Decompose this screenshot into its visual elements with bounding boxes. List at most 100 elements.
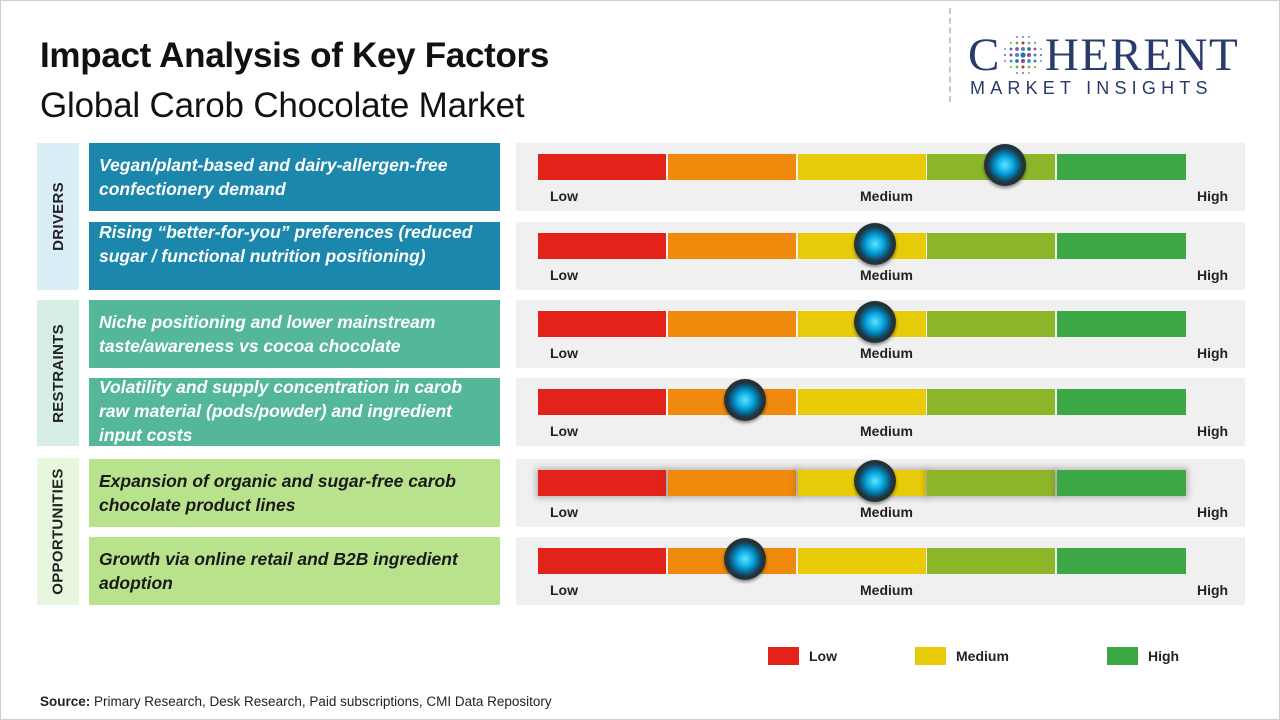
gauge-label-medium: Medium — [860, 345, 913, 361]
logo-dot — [1021, 72, 1024, 74]
gauge-segment — [927, 389, 1055, 415]
logo-dot — [1020, 58, 1025, 64]
logo-dot — [1026, 52, 1031, 58]
source-note: Source: Primary Research, Desk Research,… — [40, 694, 552, 709]
factor-label: Vegan/plant-based and dairy-allergen-fre… — [99, 155, 448, 199]
factor-box: Volatility and supply concentration in c… — [89, 378, 500, 446]
logo-dot — [1015, 47, 1019, 51]
logo-dot — [1033, 47, 1037, 51]
logo-dot — [1014, 52, 1019, 58]
gauge-label-low: Low — [550, 188, 578, 204]
category-opportunities: OPPORTUNITIES — [37, 458, 79, 605]
logo-dot — [1027, 65, 1031, 69]
gauge-segment — [538, 311, 666, 337]
logo-wordmark: C HERENT — [968, 30, 1239, 80]
logo-tagline: MARKET INSIGHTS — [970, 78, 1213, 98]
gauge-segment — [1057, 389, 1186, 415]
logo-dot — [1009, 65, 1012, 69]
gauge-segment — [798, 389, 926, 415]
gauge-segment — [668, 154, 796, 180]
logo-dot — [1003, 48, 1006, 50]
logo-dot — [1027, 36, 1030, 38]
gauge-segment — [798, 548, 926, 574]
gauge-label-low: Low — [550, 267, 578, 283]
factor-box: Expansion of organic and sugar-free caro… — [89, 459, 500, 527]
gauge-indicator-knob — [724, 379, 767, 421]
gauge-label-low: Low — [550, 423, 578, 439]
logo-dot — [1027, 41, 1031, 45]
gauge-segment — [538, 154, 666, 180]
legend-swatch — [1107, 647, 1138, 665]
logo-dot — [1015, 59, 1019, 63]
factor-label: Growth via online retail and B2B ingredi… — [99, 549, 458, 593]
gauge-label-medium: Medium — [860, 423, 913, 439]
legend-swatch — [915, 647, 946, 665]
logo-dot — [1003, 60, 1006, 62]
impact-gauge: Low Medium High — [516, 143, 1245, 211]
category-label: OPPORTUNITIES — [49, 468, 67, 595]
company-logo: C HERENT MARKET INSIGHTS — [968, 30, 1260, 100]
page-subtitle: Global Carob Chocolate Market — [40, 86, 525, 125]
gauge-label-high: High — [1197, 504, 1229, 520]
gauge-segment — [927, 548, 1055, 574]
logo-dot — [1003, 54, 1006, 56]
logo-dot — [1039, 48, 1042, 50]
logo-dot — [1015, 41, 1019, 45]
gauge-indicator-knob — [724, 538, 767, 580]
gauge-label-low: Low — [550, 504, 578, 520]
logo-dot — [1015, 65, 1019, 69]
impact-gauge: Low Medium High — [516, 222, 1245, 290]
source-prefix: Source: — [40, 694, 91, 709]
factor-box: Vegan/plant-based and dairy-allergen-fre… — [89, 143, 500, 211]
logo-dot — [1021, 65, 1025, 69]
gauge-label-high: High — [1197, 582, 1229, 598]
logo-dot — [1009, 59, 1013, 63]
impact-gauge: Low Medium High — [516, 537, 1245, 605]
gauge-segment — [798, 154, 926, 180]
gauge-segment — [538, 470, 666, 496]
gauge-indicator-knob — [853, 460, 896, 502]
logo-dot — [1021, 41, 1025, 45]
category-drivers: DRIVERS — [37, 143, 79, 290]
factor-box: Growth via online retail and B2B ingredi… — [89, 537, 500, 605]
page-title: Impact Analysis of Key Factors — [40, 36, 550, 75]
gauge-label-medium: Medium — [860, 267, 913, 283]
impact-gauge: Low Medium High — [516, 459, 1245, 527]
legend-label: High — [1148, 648, 1180, 664]
logo-dot — [1027, 47, 1031, 51]
logo-dot — [1039, 60, 1042, 62]
gauge-segment — [1057, 470, 1186, 496]
factor-label: Rising “better-for-you” preferences (red… — [99, 222, 473, 266]
legend-label: Low — [809, 648, 837, 664]
gauge-label-high: High — [1197, 423, 1229, 439]
logo-letter-c: C — [968, 29, 1001, 81]
gauge-segment — [927, 470, 1055, 496]
impact-gauge: Low Medium High — [516, 300, 1245, 368]
logo-dot — [1009, 41, 1012, 45]
legend-label: Medium — [956, 648, 1009, 664]
factor-label: Expansion of organic and sugar-free caro… — [99, 471, 456, 515]
gauge-segment — [1057, 311, 1186, 337]
header-divider — [949, 8, 951, 102]
logo-dot — [1015, 36, 1018, 38]
gauge-segment — [927, 311, 1055, 337]
gauge-segment — [538, 389, 666, 415]
gauge-label-high: High — [1197, 188, 1229, 204]
legend-item-medium: Medium — [915, 647, 1009, 665]
gauge-label-medium: Medium — [860, 504, 913, 520]
logo-dot — [1033, 41, 1036, 45]
impact-gauge: Low Medium High — [516, 378, 1245, 446]
logo-dot — [1021, 36, 1024, 38]
gauge-segment — [668, 311, 796, 337]
gauge-segment — [668, 470, 796, 496]
category-label: DRIVERS — [49, 182, 67, 251]
gauge-label-medium: Medium — [860, 582, 913, 598]
gauge-segment — [538, 548, 666, 574]
category-label: RESTRAINTS — [49, 323, 67, 423]
logo-dot — [1027, 72, 1030, 74]
logo-dot — [1015, 72, 1018, 74]
logo-dot — [1009, 47, 1013, 51]
category-restraints: RESTRAINTS — [37, 300, 79, 446]
factor-label: Niche positioning and lower mainstream t… — [99, 312, 436, 356]
logo-dot — [1020, 46, 1025, 52]
